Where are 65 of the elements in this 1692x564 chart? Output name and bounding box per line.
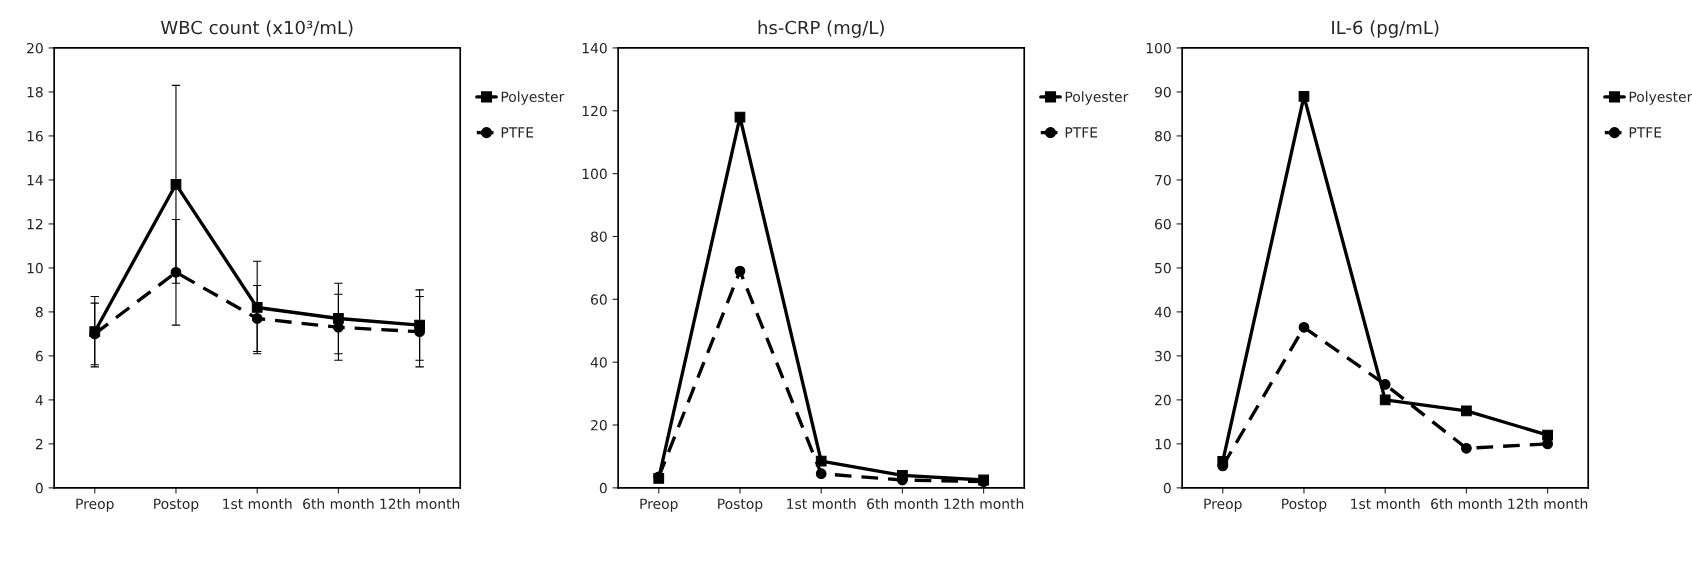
x-tick-label: 1st month bbox=[223, 498, 292, 510]
y-tick-label: 2 bbox=[35, 438, 43, 450]
point bbox=[1298, 321, 1310, 333]
legend-label: PTFE bbox=[1065, 127, 1098, 138]
y-tick-label: 18 bbox=[27, 86, 43, 98]
y-tick-label: 4 bbox=[35, 395, 43, 406]
y-tick-label: 20 bbox=[27, 42, 43, 54]
y-tick-label: 140 bbox=[582, 42, 607, 54]
chart-title: WBC count (x10³/mL) bbox=[160, 20, 353, 37]
point bbox=[1461, 442, 1472, 454]
y-tick-label: 20 bbox=[1155, 394, 1171, 406]
y-tick-label: 20 bbox=[591, 419, 607, 431]
y-tick-label: 50 bbox=[1155, 262, 1171, 274]
x-tick-label: Preop bbox=[76, 498, 114, 512]
point bbox=[1298, 90, 1310, 102]
x-tick-label: 1st month bbox=[1351, 498, 1420, 510]
x-tick-label: 12th month bbox=[944, 498, 1024, 510]
chart-title: IL-6 (pg/mL) bbox=[1332, 20, 1439, 38]
y-tick-label: 100 bbox=[582, 168, 607, 180]
legend-label: Polyester bbox=[1065, 91, 1129, 105]
x-tick-label: 12th month bbox=[1508, 498, 1588, 510]
legend-label: Polyester bbox=[501, 91, 565, 105]
y-tick-label: 80 bbox=[591, 231, 607, 242]
y-tick-label: 0 bbox=[1163, 482, 1171, 494]
y-tick-label: 0 bbox=[35, 482, 43, 494]
y-tick-label: 6 bbox=[35, 350, 43, 362]
y-tick-label: 0 bbox=[599, 482, 607, 494]
x-tick-label: 1st month bbox=[787, 498, 856, 510]
y-tick-label: 10 bbox=[27, 262, 43, 274]
point bbox=[815, 468, 827, 480]
y-tick-label: 12 bbox=[27, 218, 43, 230]
y-tick-label: 60 bbox=[1155, 218, 1171, 230]
legend-label: Polyester bbox=[1629, 91, 1692, 105]
chart-title: hs-CRP (mg/L) bbox=[758, 20, 884, 38]
y-tick-label: 120 bbox=[582, 105, 607, 117]
y-tick-label: 100 bbox=[1146, 42, 1171, 54]
x-tick-label: 6th month bbox=[1431, 498, 1502, 510]
y-tick-label: 10 bbox=[1155, 438, 1171, 450]
y-tick-label: 40 bbox=[590, 357, 607, 368]
x-tick-label: Postop bbox=[718, 498, 763, 512]
y-tick-label: 40 bbox=[1154, 306, 1171, 318]
y-tick-label: 30 bbox=[1155, 350, 1171, 362]
x-tick-label: 6th month bbox=[867, 498, 938, 510]
point bbox=[1379, 379, 1391, 390]
x-tick-label: 6th month bbox=[303, 498, 374, 510]
point bbox=[815, 455, 827, 467]
x-tick-label: Postop bbox=[1282, 498, 1327, 512]
legend-label: PTFE bbox=[501, 127, 534, 138]
x-tick-label: 12th month bbox=[380, 498, 460, 510]
y-tick-label: 70 bbox=[1155, 174, 1171, 186]
point bbox=[1461, 405, 1472, 417]
y-tick-label: 80 bbox=[1155, 130, 1171, 142]
y-tick-label: 16 bbox=[27, 130, 43, 142]
point bbox=[251, 302, 263, 313]
x-tick-label: Postop bbox=[154, 498, 199, 512]
y-tick-label: 8 bbox=[35, 306, 43, 318]
x-tick-label: Preop bbox=[640, 498, 678, 512]
point bbox=[1379, 394, 1391, 406]
x-tick-label: Preop bbox=[1204, 498, 1242, 512]
y-tick-label: 60 bbox=[591, 294, 607, 305]
y-tick-label: 90 bbox=[1154, 86, 1171, 98]
y-tick-label: 14 bbox=[27, 175, 43, 186]
point bbox=[734, 265, 746, 277]
point bbox=[1542, 429, 1553, 441]
legend-label: PTFE bbox=[1629, 127, 1662, 138]
